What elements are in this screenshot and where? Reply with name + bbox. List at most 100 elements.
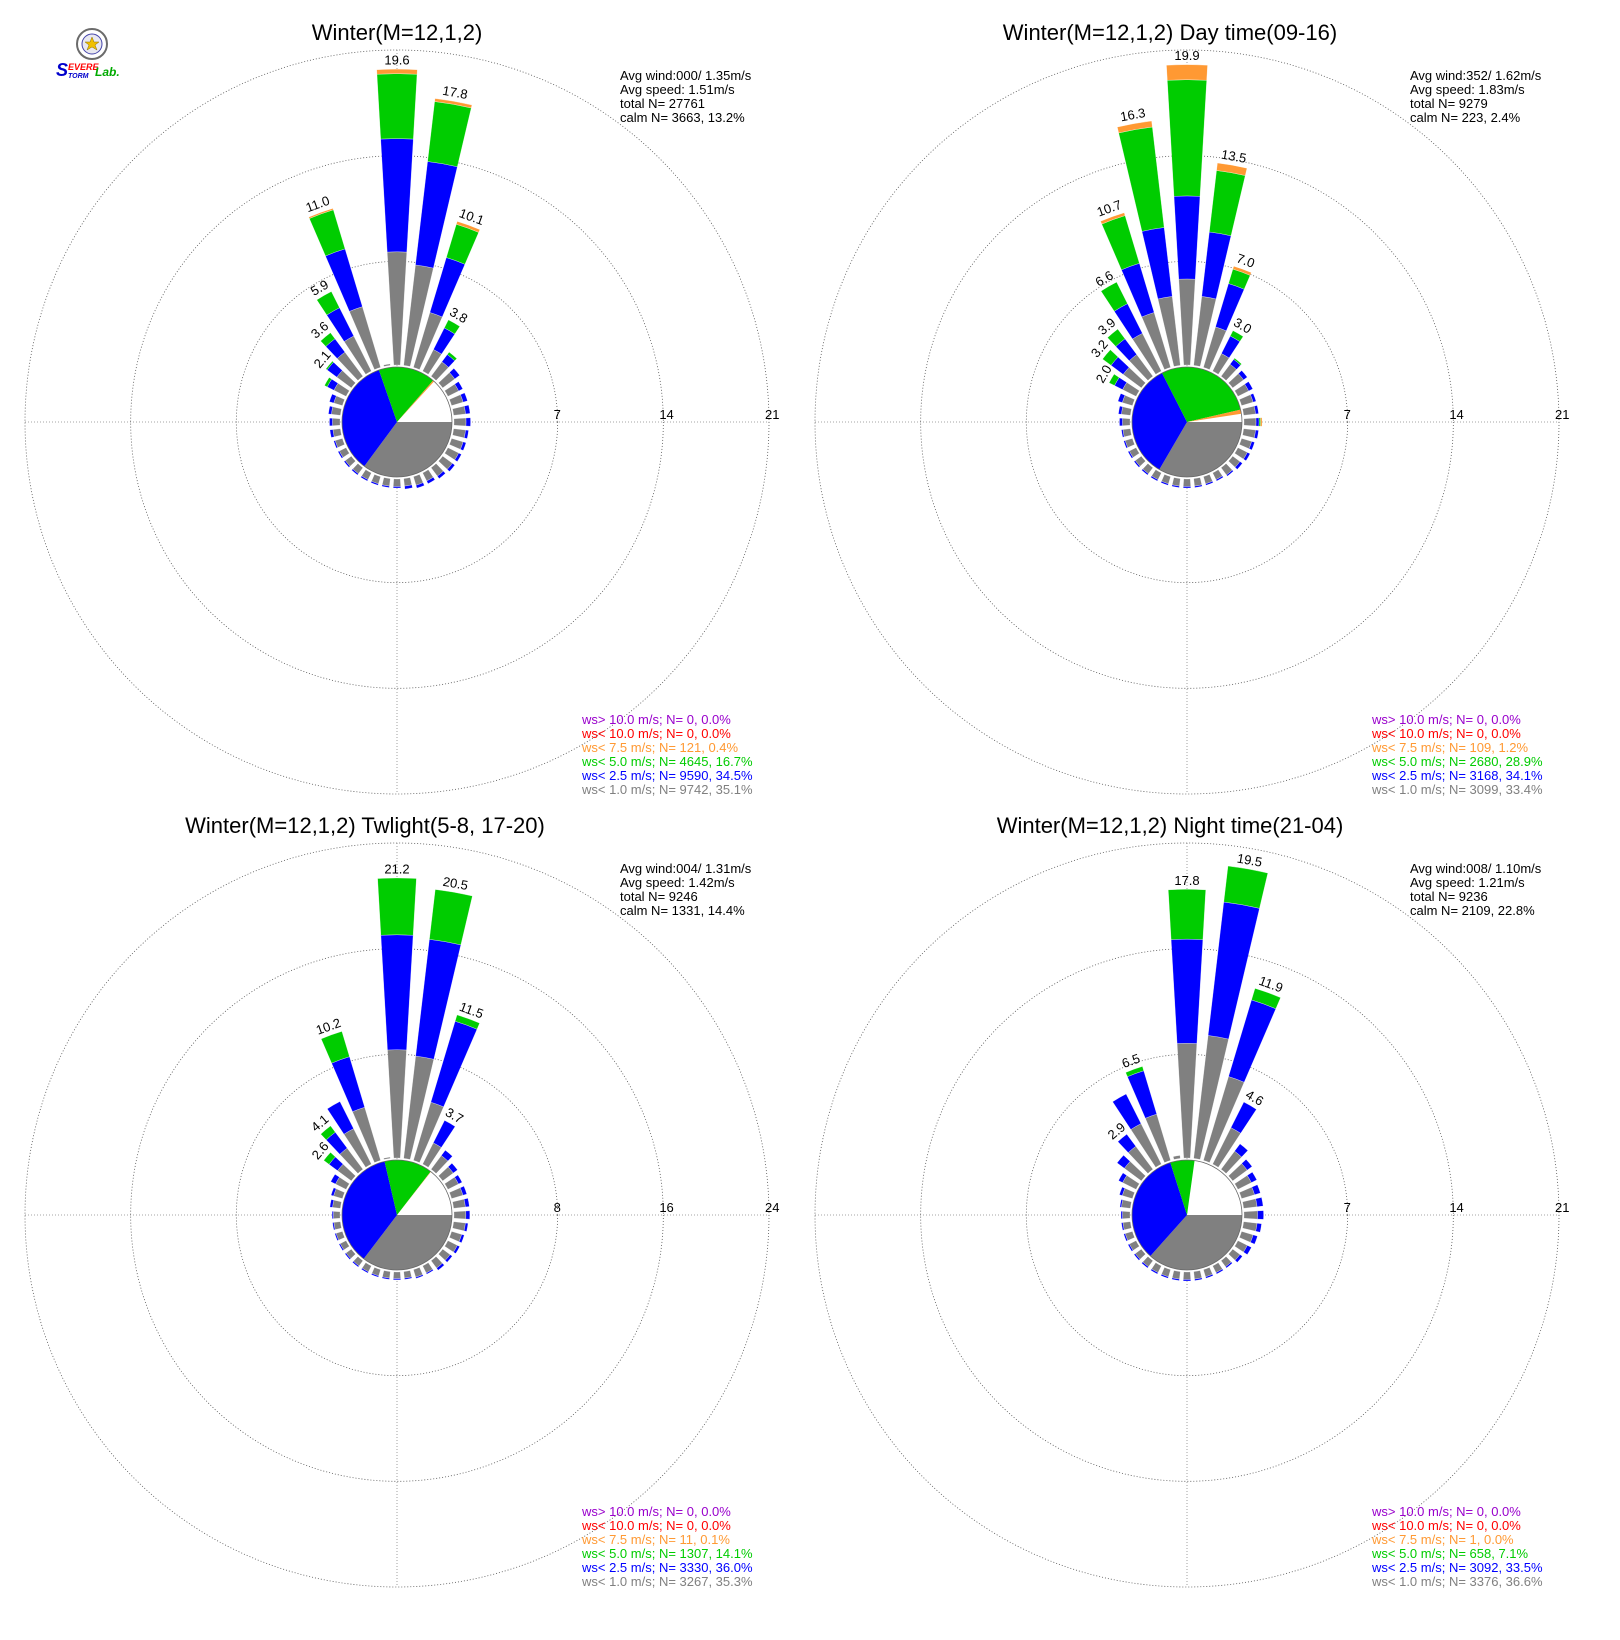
bar-segment (1118, 405, 1123, 415)
center-disc-outline (341, 1159, 453, 1271)
bar-segment (1248, 441, 1255, 451)
bar-segment (1173, 1155, 1181, 1160)
legend-entry: ws< 1.0 m/s; N= 3267, 35.3% (581, 1574, 753, 1589)
bar-segment (1166, 64, 1208, 81)
bar-segment (1242, 428, 1256, 439)
bar-segment (334, 1233, 339, 1241)
ring-label: 14 (659, 407, 673, 422)
bar-segment (332, 1222, 336, 1231)
bar-segment (361, 1267, 369, 1274)
bar-segment (352, 1261, 360, 1268)
bar-segment (404, 484, 413, 490)
center-disc-outline (341, 366, 453, 478)
stat-line: calm N= 1331, 14.4% (620, 903, 745, 918)
bar-segment (1100, 212, 1126, 225)
bar-segment (380, 138, 414, 253)
pie-slice (1159, 422, 1242, 477)
severe-storm-lab-logo: S EVERE TORM Lab. (56, 28, 120, 80)
bar-value-label: 13.5 (1220, 147, 1248, 166)
pie-slice (384, 1160, 431, 1215)
legend-entry: ws< 1.0 m/s; N= 9742, 35.1% (581, 782, 753, 797)
bar-segment (1133, 1253, 1141, 1261)
stat-line: calm N= 3663, 13.2% (620, 110, 745, 125)
bar-segment (441, 1150, 453, 1162)
bar-segment (1254, 429, 1259, 439)
stat-line: Avg wind:008/ 1.10m/s (1410, 861, 1542, 876)
bar-segment (320, 1125, 336, 1141)
frequency-ring (24, 49, 770, 795)
legend-entry: ws< 10.0 m/s; N= 0, 0.0% (581, 1518, 731, 1533)
bar-segment (1160, 481, 1169, 486)
legend-entry: ws< 2.5 m/s; N= 3092, 33.5% (1371, 1560, 1543, 1575)
bar-segment (403, 1270, 412, 1279)
bar-value-label: 21.2 (384, 861, 409, 876)
bar-segment (460, 392, 468, 403)
bar-segment (1121, 406, 1132, 416)
bar-segment (380, 934, 414, 1051)
center-disc-outline (1131, 1159, 1243, 1271)
bar-segment (316, 291, 340, 316)
bar-segment (1250, 1234, 1258, 1245)
bar-segment (1232, 266, 1252, 276)
bar-segment (353, 1256, 364, 1267)
bar-segment (332, 1199, 342, 1209)
bar-segment (463, 1198, 470, 1208)
legend-entry: ws< 5.0 m/s; N= 658, 7.1% (1371, 1546, 1529, 1561)
bar-segment (454, 381, 463, 392)
bar-segment (415, 482, 425, 489)
bar-segment (376, 68, 418, 75)
bar-segment (453, 1210, 467, 1220)
bar-segment (393, 1271, 401, 1279)
stat-line: calm N= 2109, 22.8% (1410, 903, 1535, 918)
legend-entry: ws< 7.5 m/s; N= 109, 1.2% (1371, 740, 1529, 755)
bar-segment (1201, 231, 1232, 300)
bar-value-label: 19.5 (1236, 851, 1264, 870)
bar-segment (1160, 1274, 1169, 1279)
pie-slice (378, 367, 434, 422)
bar-value-label: 17.8 (1174, 873, 1199, 888)
bar-segment (1122, 1221, 1132, 1231)
bar-segment (1193, 477, 1203, 487)
bar-segment (1243, 417, 1257, 427)
bar-segment (444, 319, 460, 335)
stat-line: total N= 9236 (1410, 889, 1488, 904)
bar-segment (1223, 865, 1269, 909)
bar-segment (393, 1278, 401, 1281)
bar-segment (381, 484, 390, 488)
bar-segment (382, 1270, 391, 1279)
bar-segment (1122, 418, 1131, 426)
pie-slice (341, 370, 397, 467)
center-disc-outline (1131, 366, 1243, 478)
bar-segment (320, 332, 336, 347)
bar-segment (447, 351, 458, 361)
logo-text-s: S (56, 60, 68, 80)
stat-line: calm N= 223, 2.4% (1410, 110, 1521, 125)
bar-segment (464, 429, 469, 439)
bar-segment (1258, 417, 1261, 427)
bar-segment (452, 1198, 466, 1209)
legend-entry: ws< 7.5 m/s; N= 1, 0.0% (1371, 1532, 1514, 1547)
bar-segment (452, 405, 466, 416)
bar-value-label: 19.9 (1174, 48, 1199, 63)
bar-segment (1247, 1171, 1258, 1183)
bar-segment (325, 360, 334, 371)
bar-segment (1121, 1222, 1125, 1231)
bar-segment (1205, 1274, 1214, 1279)
bar-segment (338, 1243, 345, 1251)
bar-segment (360, 475, 369, 482)
bar-segment (371, 1273, 379, 1278)
bar-segment (309, 209, 346, 257)
bar-segment (1234, 461, 1243, 470)
bar-segment (465, 417, 471, 427)
logo-text-storm: TORM (68, 73, 89, 80)
bar-value-label: 20.5 (442, 874, 470, 893)
bar-segment (1123, 440, 1128, 449)
bar-segment (454, 1014, 480, 1030)
bar-segment (1119, 417, 1123, 427)
bar-segment (464, 404, 471, 415)
bar-segment (1112, 1093, 1142, 1130)
legend-entry: ws< 7.5 m/s; N= 121, 0.4% (581, 740, 739, 755)
bar-segment (1116, 1154, 1131, 1169)
bar-segment (1230, 1101, 1257, 1134)
